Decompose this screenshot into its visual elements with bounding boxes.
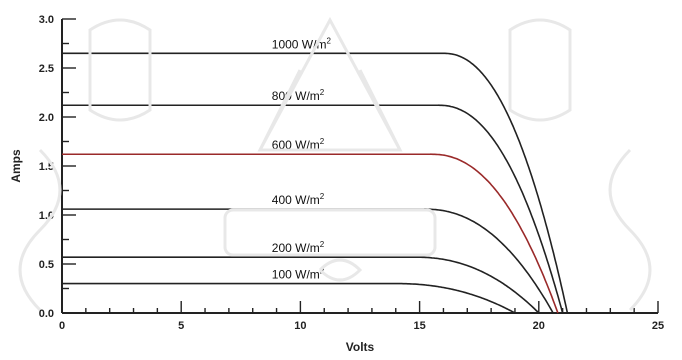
series-label: 200 W/m2	[272, 240, 325, 255]
x-tick-label: 10	[294, 320, 306, 332]
x-tick-label: 15	[413, 320, 425, 332]
series-label: 800 W/m2	[272, 88, 325, 103]
y-tick-label: 3.0	[39, 14, 54, 26]
x-axis-label: Volts	[346, 340, 375, 354]
series-line	[62, 153, 559, 314]
y-tick-label: 0.0	[39, 308, 54, 320]
y-tick-label: 2.0	[39, 112, 54, 124]
series-line	[62, 104, 564, 314]
y-tick-label: 0.5	[39, 259, 54, 271]
series-line	[62, 282, 516, 314]
y-tick-label: 2.5	[39, 63, 54, 75]
series-label: 600 W/m2	[272, 137, 325, 152]
series-line	[62, 256, 540, 314]
x-tick-label: 0	[59, 320, 65, 332]
y-tick-label: 1.0	[39, 210, 54, 222]
y-axis-label: Amps	[9, 149, 23, 183]
series-label: 100 W/m2	[272, 267, 325, 282]
x-tick-label: 5	[178, 320, 184, 332]
series-label: 400 W/m2	[272, 192, 325, 207]
x-tick-label: 20	[533, 320, 545, 332]
series-line	[62, 208, 554, 314]
series-label: 1000 W/m2	[272, 36, 332, 51]
x-tick-label: 25	[652, 320, 664, 332]
series-line	[62, 52, 569, 314]
y-tick-label: 1.5	[39, 161, 54, 173]
